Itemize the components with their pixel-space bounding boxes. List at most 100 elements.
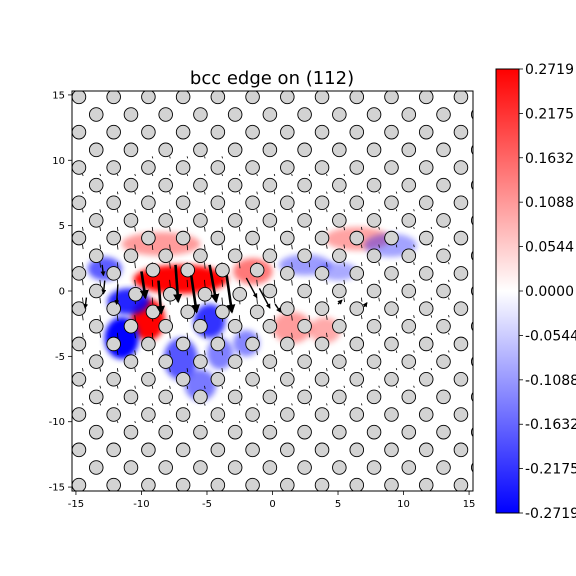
atom	[349, 160, 365, 175]
quiver-mark	[308, 297, 311, 303]
atom	[141, 336, 156, 352]
atom	[314, 160, 330, 175]
quiver-mark	[395, 315, 398, 319]
quiver-mark	[360, 350, 363, 354]
x-axis: -15 -10 -5 0 5 10 15	[68, 491, 475, 510]
atom	[314, 266, 330, 281]
atom	[280, 407, 295, 422]
atom	[297, 248, 312, 263]
quiver-mark	[430, 262, 433, 265]
quiver-mark	[238, 209, 241, 214]
atom	[106, 442, 121, 458]
quiver-mark	[116, 244, 119, 250]
quiver-mark	[186, 191, 189, 195]
quiver-mark	[99, 262, 101, 268]
quiver-mark	[291, 385, 293, 389]
atom	[72, 301, 87, 316]
x-tick-label: -5	[202, 499, 212, 510]
atom	[72, 91, 87, 105]
atom	[210, 195, 226, 211]
quiver-mark	[360, 244, 363, 249]
quiver-mark	[186, 226, 189, 232]
atom	[453, 407, 469, 422]
quiver-mark	[186, 279, 189, 288]
atom	[437, 496, 451, 510]
atom	[262, 354, 278, 369]
quiver-mark	[221, 350, 223, 356]
quiver-mark	[448, 226, 450, 230]
quiver-mark	[116, 385, 119, 389]
atom	[210, 160, 226, 175]
quiver-mark	[395, 297, 398, 301]
atom	[193, 354, 208, 369]
atom	[141, 91, 156, 105]
atom	[297, 424, 312, 440]
quiver-mark	[238, 368, 241, 373]
atom	[366, 213, 382, 228]
quiver-mark	[186, 244, 189, 251]
colorbar-tick-label: 0.1632	[525, 151, 574, 167]
atom	[159, 72, 173, 86]
atom	[349, 301, 365, 316]
atom	[436, 107, 451, 122]
atom	[245, 195, 260, 211]
atom	[227, 389, 243, 405]
atom	[436, 319, 451, 334]
atom	[437, 72, 451, 86]
quiver-mark	[326, 315, 328, 320]
atom	[436, 213, 451, 228]
quiver-mark	[221, 209, 223, 214]
quiver-mark	[273, 385, 276, 389]
atom	[401, 460, 417, 475]
atom	[280, 195, 295, 211]
atom	[262, 107, 278, 122]
quiver-mark	[204, 403, 206, 406]
quiver-mark	[308, 385, 311, 389]
quiver-mark	[378, 226, 380, 230]
quiver-mark	[99, 191, 101, 195]
colorbar-tick-label: -0.0544	[525, 328, 576, 344]
quiver-mark	[99, 368, 101, 372]
quiver-mark	[291, 315, 293, 321]
atom	[453, 371, 469, 387]
quiver-mark	[134, 262, 136, 269]
atom	[141, 371, 156, 387]
quiver-mark	[169, 368, 171, 373]
quiver-mark	[169, 244, 171, 251]
quiver-mark	[291, 297, 293, 304]
atom	[55, 496, 69, 510]
atom	[453, 336, 469, 352]
quiver-mark	[82, 332, 84, 338]
atom	[366, 107, 382, 122]
atom	[349, 371, 365, 387]
quiver-mark	[360, 279, 363, 285]
x-tick-label: 10	[397, 499, 410, 510]
atom	[145, 304, 161, 320]
atom	[384, 442, 399, 458]
quiver-mark	[308, 209, 311, 213]
quiver-mark	[326, 385, 328, 389]
atom	[262, 213, 278, 228]
atom	[401, 389, 417, 405]
quiver-mark	[360, 191, 363, 194]
x-tick-label: -10	[133, 499, 149, 510]
y-tick-label: 15	[52, 90, 65, 101]
atom	[262, 424, 278, 440]
colorbar-gradient	[495, 68, 520, 514]
quiver-mark	[273, 403, 276, 406]
quiver-mark	[326, 226, 328, 231]
quiver-mark	[99, 279, 101, 286]
atom	[297, 389, 312, 405]
quiver-mark	[413, 279, 415, 283]
quiver-mark	[448, 279, 450, 283]
atom	[141, 407, 156, 422]
quiver-mark	[326, 191, 328, 194]
quiver-mark	[308, 279, 311, 286]
quiver-mark	[256, 385, 258, 389]
atom	[349, 477, 365, 491]
quiver-mark	[221, 403, 223, 406]
atom	[72, 124, 87, 140]
atom	[280, 91, 295, 105]
atom	[384, 477, 399, 491]
quiver-mark	[151, 350, 154, 356]
